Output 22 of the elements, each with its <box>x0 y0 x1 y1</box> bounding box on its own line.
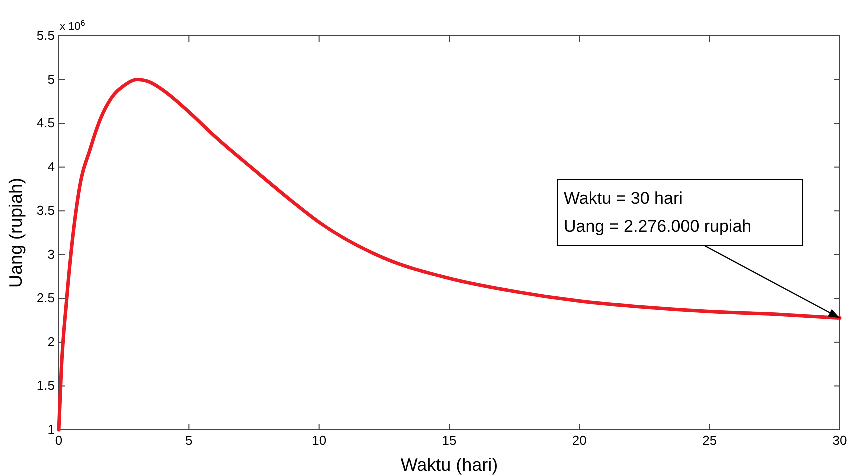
text: x 10$^{6}$ <box>60 18 86 33</box>
y-tick-label: 3.5 <box>36 203 55 218</box>
y-tick-label: 3 <box>48 246 55 262</box>
y-tick-label: 2.5 <box>36 290 55 306</box>
x-tick-label: 30 <box>832 433 848 448</box>
x-tick-label: 25 <box>702 433 718 448</box>
y-tick-label: 5 <box>48 72 55 87</box>
y-axis-title: Uang (rupiah) <box>6 178 26 288</box>
y-tick-label: 1 <box>48 422 55 437</box>
x-tick-label: 20 <box>572 433 587 448</box>
y-tick-label: 2 <box>48 334 55 350</box>
x-axis-title: Waktu (hari) <box>400 455 498 475</box>
y-tick-label: 1.5 <box>36 378 55 394</box>
annotation: Waktu = 30 hari Uang = 2.276.000 rupiah <box>564 189 752 236</box>
y-tick-label: 4.5 <box>36 116 55 131</box>
x-tick-label: 5 <box>186 433 193 448</box>
line-series <box>57 78 842 432</box>
x-tick-label: 15 <box>442 433 457 448</box>
x-tick-label: 10 <box>312 433 327 448</box>
x-tick-label: 0 <box>55 433 63 448</box>
y-tick-label: 4 <box>48 159 55 174</box>
y-tick-label: 5.5 <box>36 28 55 43</box>
